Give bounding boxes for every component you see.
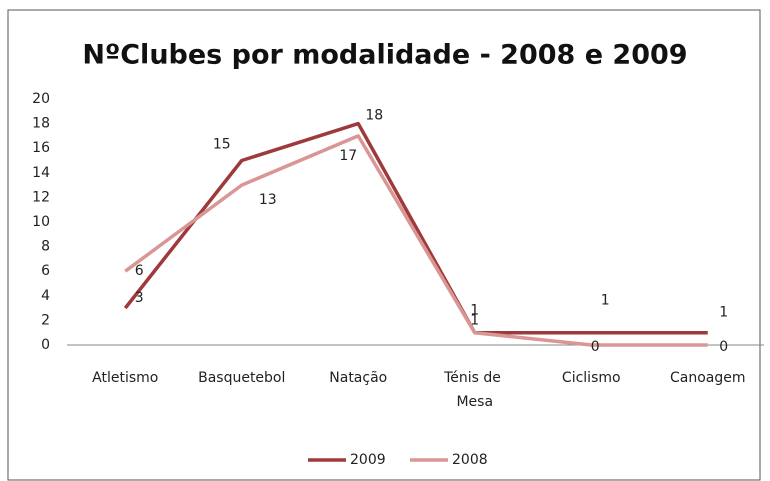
data-label: 6 <box>135 263 144 279</box>
x-tick-label-line: Ténis de <box>443 370 505 386</box>
data-label: 1 <box>470 313 479 329</box>
series-line <box>124 134 708 347</box>
data-label: 1 <box>470 303 479 319</box>
y-tick-label: 14 <box>32 165 50 181</box>
y-tick-label: 10 <box>32 214 50 230</box>
x-tick-label: Basquetebol <box>198 370 285 386</box>
y-tick-label: 4 <box>41 288 50 304</box>
y-tick-label: 8 <box>41 239 50 255</box>
x-tick-label-line: Mesa <box>456 394 493 410</box>
y-tick-label: 0 <box>41 337 50 353</box>
x-tick-label: Natação <box>329 370 387 386</box>
data-label: 0 <box>719 339 728 355</box>
y-tick-label: 6 <box>41 263 50 279</box>
data-label: 17 <box>339 148 357 164</box>
data-label: 13 <box>259 192 277 208</box>
chart-title: NºClubes por modalidade - 2008 e 2009 <box>82 40 687 71</box>
data-label: 0 <box>591 339 600 355</box>
data-label: 3 <box>135 290 144 306</box>
y-tick-label: 18 <box>32 116 50 132</box>
data-label: 15 <box>213 137 231 153</box>
chart-frame <box>7 9 761 481</box>
data-label: 1 <box>719 305 728 321</box>
x-tick-label: Ciclismo <box>562 370 621 386</box>
x-tick-label: Ténis de Mesa <box>443 370 505 410</box>
data-label: 18 <box>365 108 383 124</box>
y-tick-label: 16 <box>32 140 50 156</box>
series-line <box>123 121 708 335</box>
legend-label: 2009 <box>350 452 386 468</box>
legend-label: 2008 <box>452 452 488 468</box>
data-label: 1 <box>601 293 610 309</box>
y-tick-label: 20 <box>32 91 50 107</box>
y-tick-label: 2 <box>41 312 50 328</box>
x-tick-label: Atletismo <box>92 370 158 386</box>
x-tick-label: Canoagem <box>670 370 746 386</box>
y-tick-label: 12 <box>32 189 50 205</box>
